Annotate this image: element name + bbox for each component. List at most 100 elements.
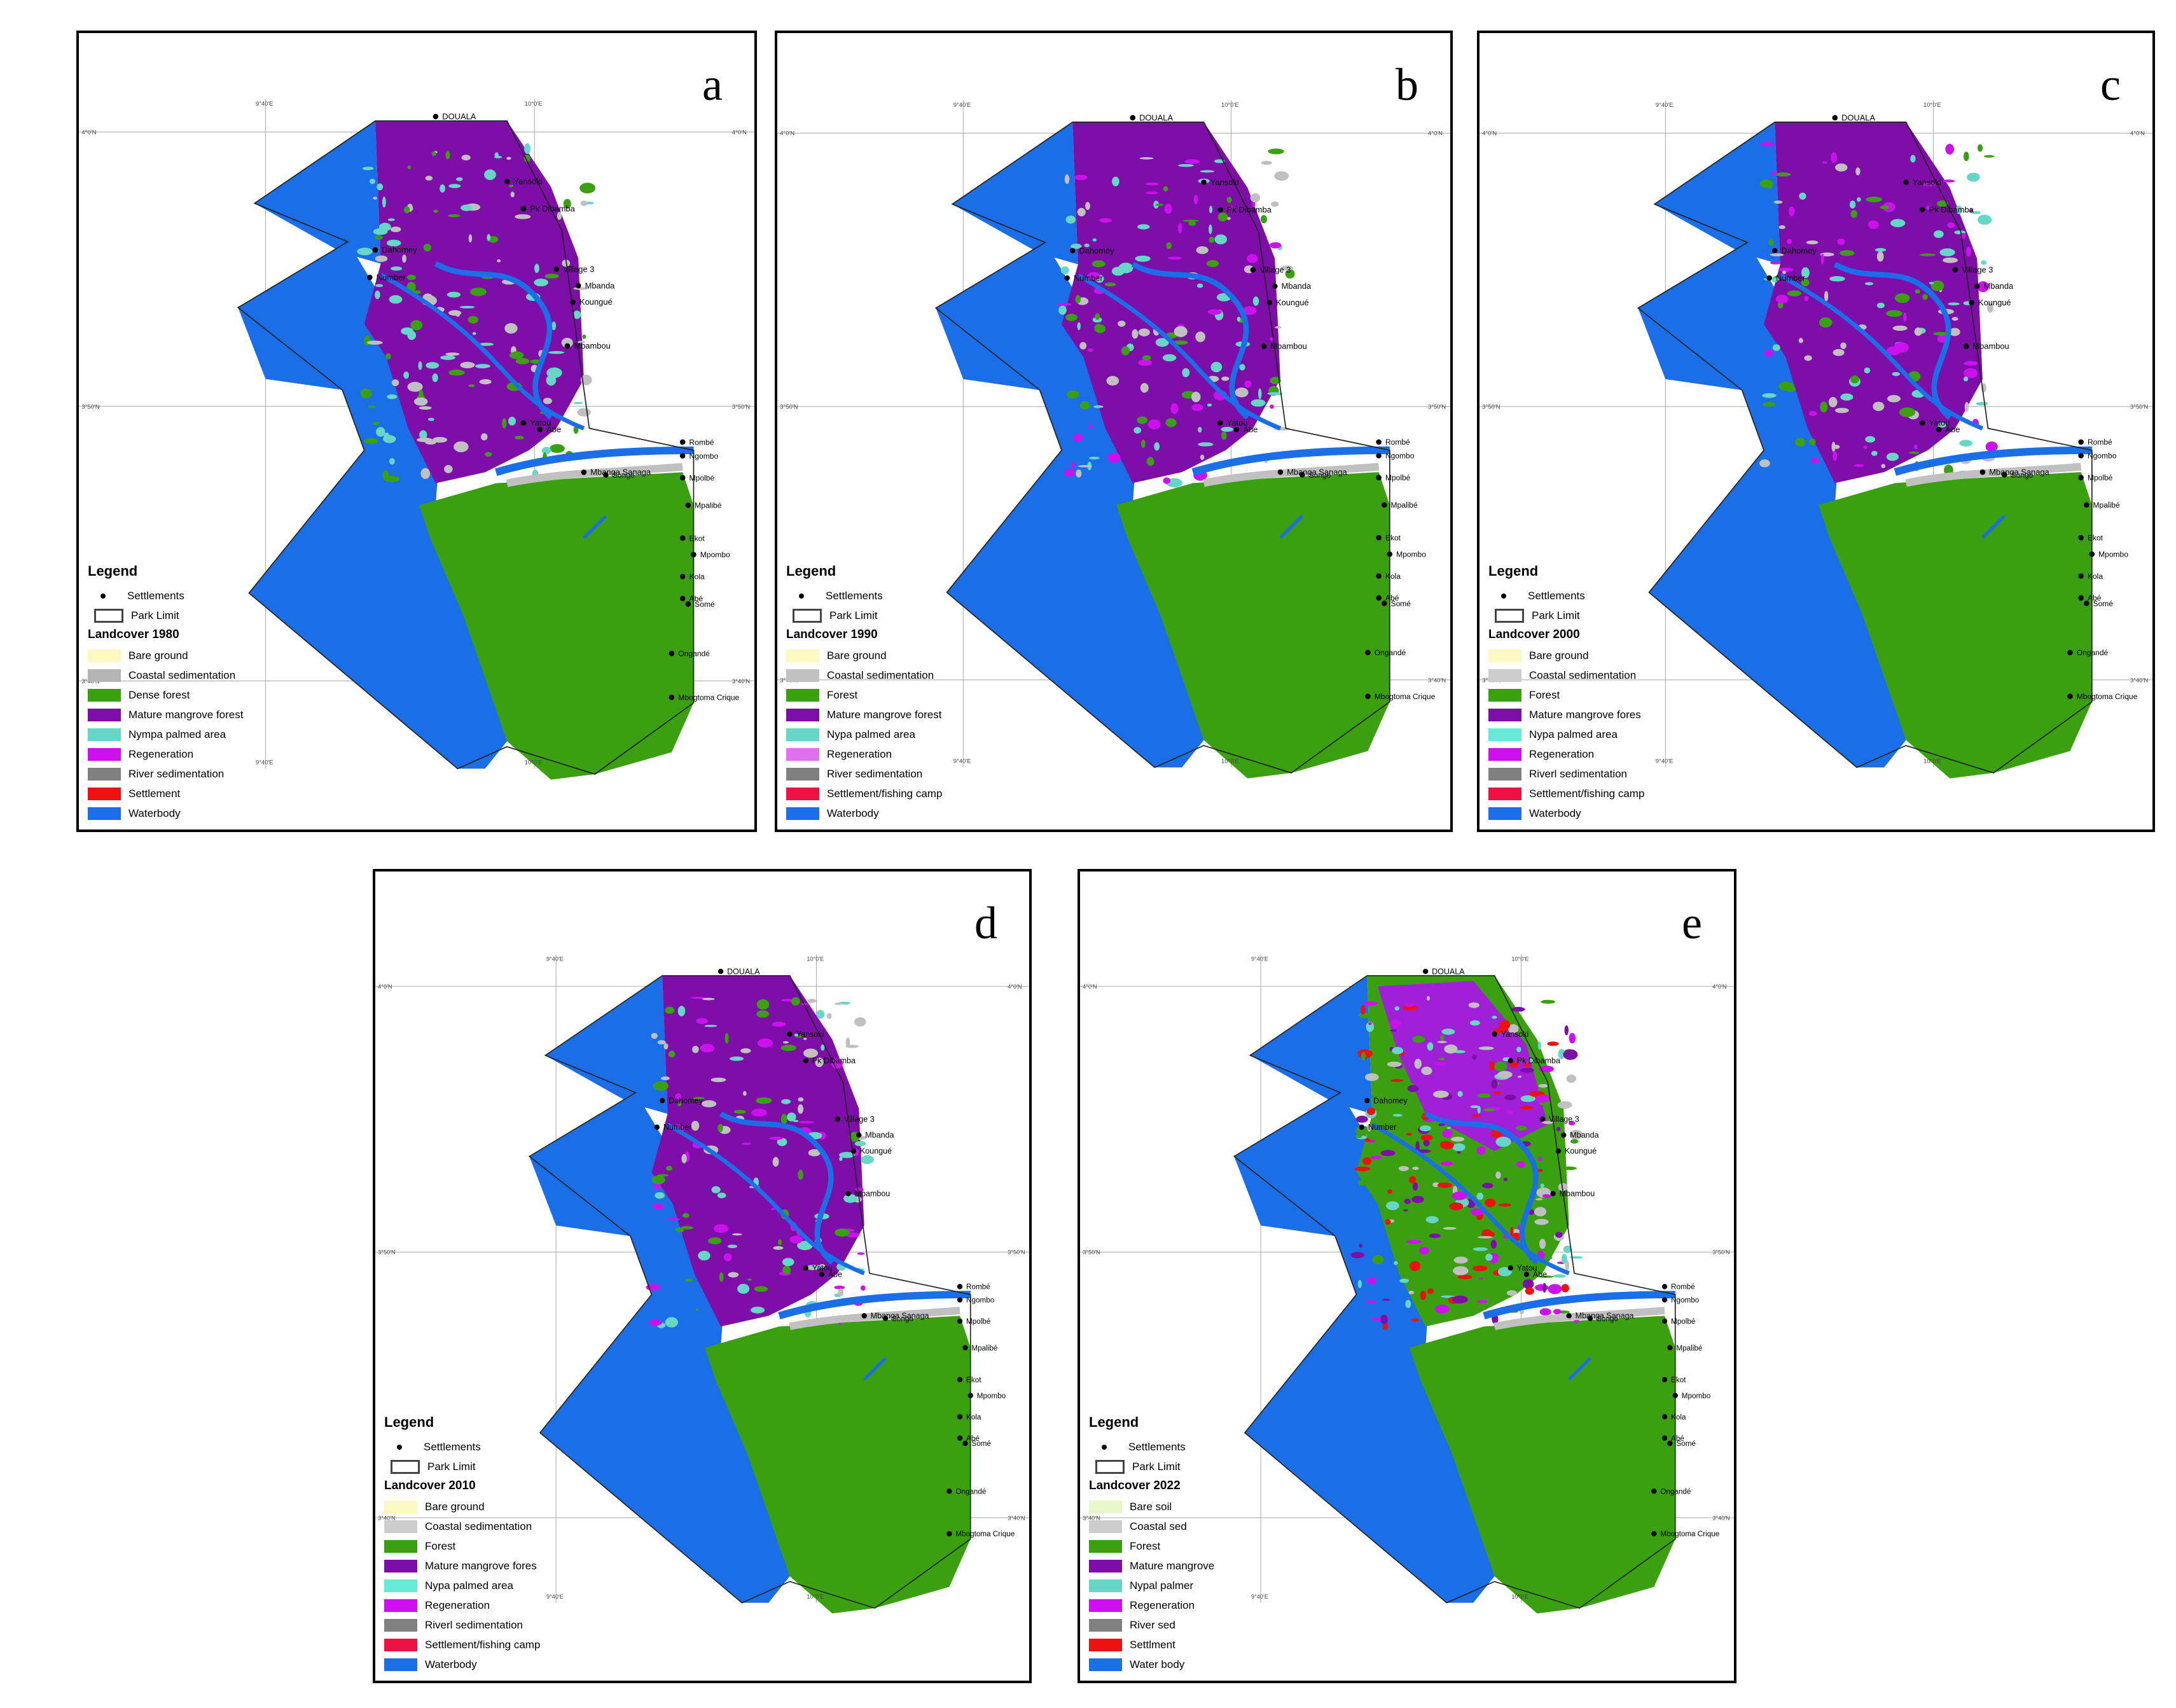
landcover-patch [534,263,539,274]
landcover-patch [778,1239,782,1246]
landcover-patch [391,379,399,386]
landcover-patch [1772,344,1780,351]
place-label: Kola [690,573,705,581]
place-label: Pk Dibamba [530,204,575,214]
landcover-patch [1770,261,1780,265]
settlement-dot [1667,1345,1673,1350]
place-label: Ekot [1671,1376,1686,1384]
landcover-patch [1850,210,1857,218]
landcover-patch [1563,1049,1578,1060]
landcover-patch [782,1041,789,1044]
coord-label: 9°40'E [953,758,971,765]
landcover-patch [508,417,516,426]
landcover-patch [448,310,462,316]
landcover-patch [1894,293,1910,303]
legend-title: Legend [1089,1414,1139,1430]
landcover-patch [1382,1323,1389,1330]
landcover-patch [387,218,395,221]
settlement-dot [685,502,691,508]
landcover-patch [561,338,573,348]
landcover-patch [1871,450,1878,456]
legend-item-settlements: Settlements [786,586,942,606]
legend-swatch [384,1559,417,1573]
legend-label: Waterbody [827,807,879,819]
landcover-patch [1976,401,1988,406]
landcover-patch [445,352,460,356]
landcover-patch [551,321,557,331]
coord-label: 3°50'N [780,403,798,410]
landcover-patch [1565,1260,1570,1271]
landcover-patch [456,177,463,181]
landcover-patch [378,223,391,232]
legend-label: Forest [1529,688,1560,701]
landcover-patch [1525,1287,1534,1295]
landcover-patch [710,1078,726,1083]
landcover-patch [1209,237,1215,243]
place-label: Mpombo [1396,550,1426,559]
landcover-patch [1864,282,1874,286]
landcover-patch [468,384,475,387]
place-label: Abé [1385,594,1399,602]
coord-label: 3°50'N [2130,403,2148,410]
legend-swatch [786,767,819,781]
settlement-dot [717,968,724,975]
landcover-patch [1140,440,1146,448]
settlement-dot [819,1272,824,1277]
landcover-patch [1420,1291,1427,1300]
settlement-dot [685,601,691,607]
place-label: Ongandé [678,649,710,658]
legend-label: Settlment [1130,1638,1175,1651]
map-panel-e: DOUALA Yansoki Pk Dibamba Village 3 Mbanda Ko… [1078,869,1736,1683]
landcover-patch [698,1251,710,1261]
waterbody-area [529,1092,790,1603]
landcover-patch [665,1006,675,1014]
legend-item: Mature mangrove forest [88,705,243,725]
coord-label: 9°40'E [546,1593,564,1600]
park-limit [237,120,695,775]
place-label: Mbambou [1270,342,1306,351]
landcover-patch [1362,1001,1378,1006]
landcover-patch [475,364,490,369]
landcover-patch [543,398,552,405]
place-label: Mbanga Sanaga [1287,467,1347,476]
place-label: Mbanda [865,1131,894,1140]
landcover-patch [1768,239,1774,246]
landcover-patch [1469,1020,1480,1026]
landcover-patch [1419,1125,1431,1132]
river [778,1291,971,1320]
landcover-patch [751,1108,767,1117]
landcover-patch [497,259,501,263]
legend-item: Forest [384,1536,540,1556]
landcover-patch [541,447,551,454]
landcover-patch [1390,1079,1404,1082]
landcover-patch [1470,1208,1483,1216]
landcover-patch [1892,325,1908,331]
landcover-patch [1373,1256,1381,1260]
landcover-patch [1355,1134,1362,1139]
legend-item: Mature mangrove forest [786,705,942,725]
settlement-dot [835,1116,841,1122]
settlement-dot [1661,1377,1668,1382]
waterbody-area [254,121,381,264]
coord-label: 3°50'N [732,403,750,410]
settlement-dot [654,1124,660,1130]
legend-title: Legend [786,563,836,579]
landcover-patch [1195,331,1206,342]
landcover-patch [1892,371,1900,377]
legend-swatch [786,787,819,800]
place-label: Koungué [1565,1147,1597,1156]
place-label: Somé [1391,599,1411,608]
landcover-patch [1473,1247,1488,1251]
legend-item: Waterbody [1488,803,1644,823]
landcover-patch [579,183,596,194]
landcover-patch [360,388,372,399]
landcover-patch [1542,1194,1551,1198]
landcover-patch [1833,451,1838,461]
place-label: Ongandé [955,1487,986,1496]
landcover-patch [1922,294,1928,300]
landcover-patch [1439,1141,1452,1149]
landcover-patch [681,1226,693,1230]
landcover-patch [1092,238,1097,242]
legend-label: Settlements [826,589,883,602]
place-label: Yatou [1929,418,1950,427]
